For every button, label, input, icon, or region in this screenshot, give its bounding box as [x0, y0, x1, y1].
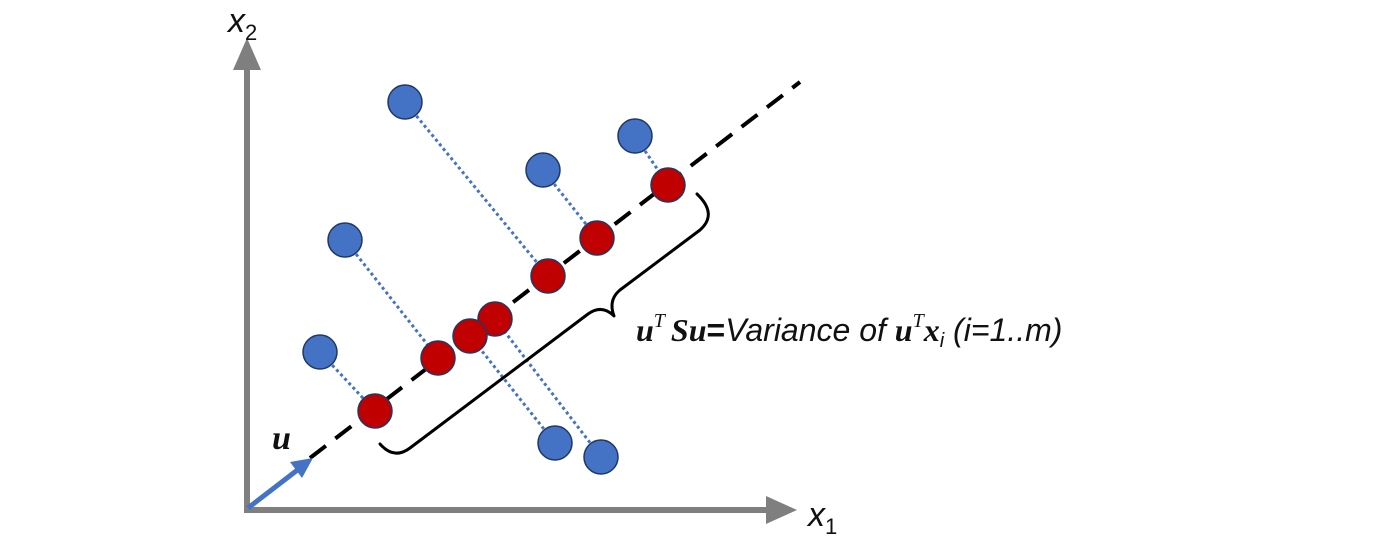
projected-points	[357, 167, 686, 429]
eq-x: x	[923, 312, 940, 348]
eq-u3: u	[894, 312, 913, 348]
data-point	[327, 222, 363, 258]
eq-T1: T	[653, 310, 665, 332]
x-axis-label-sub: 1	[825, 514, 838, 539]
u-vector-arrowhead	[290, 458, 313, 478]
eq-u1: u	[636, 312, 654, 348]
eq-range: (i=1..m)	[944, 312, 1063, 348]
u-vector	[246, 466, 302, 510]
brace-icon	[378, 192, 710, 455]
eq-text: Variance of	[725, 312, 895, 348]
x-axis-label-var: x	[808, 496, 825, 534]
projected-point	[452, 318, 488, 354]
projected-point	[530, 258, 566, 294]
y-axis-label: x2	[228, 2, 257, 46]
eq-T2: T	[912, 310, 924, 332]
projected-point	[650, 167, 686, 203]
projected-point	[579, 220, 615, 256]
projection-line	[468, 335, 557, 444]
data-point	[583, 439, 619, 475]
y-axis-arrowhead	[233, 38, 261, 70]
data-point	[617, 118, 653, 154]
data-point	[537, 425, 573, 461]
data-point	[525, 152, 561, 188]
eq-u2: u	[688, 312, 707, 348]
projection-line	[343, 239, 440, 359]
x-axis-label: x1	[808, 496, 837, 540]
projected-point	[477, 301, 513, 337]
projection-line	[493, 318, 603, 458]
y-axis-label-var: x	[228, 2, 245, 40]
projected-point	[357, 393, 393, 429]
eq-i: i	[939, 330, 945, 352]
variance-equation: uT Su=Variance of uTxi (i=1..m)	[636, 310, 1062, 353]
x-axis-arrowhead	[766, 496, 797, 524]
projected-point	[420, 340, 456, 376]
original-points	[302, 84, 653, 475]
y-axis-label-sub: 2	[245, 20, 258, 45]
data-point	[302, 334, 338, 370]
eq-S: S	[670, 312, 689, 348]
eq-equals: =	[706, 312, 726, 348]
data-point	[387, 84, 423, 120]
principal-axis-line	[308, 80, 802, 460]
projection-line	[403, 101, 550, 277]
u-vector-label: u	[272, 420, 291, 457]
